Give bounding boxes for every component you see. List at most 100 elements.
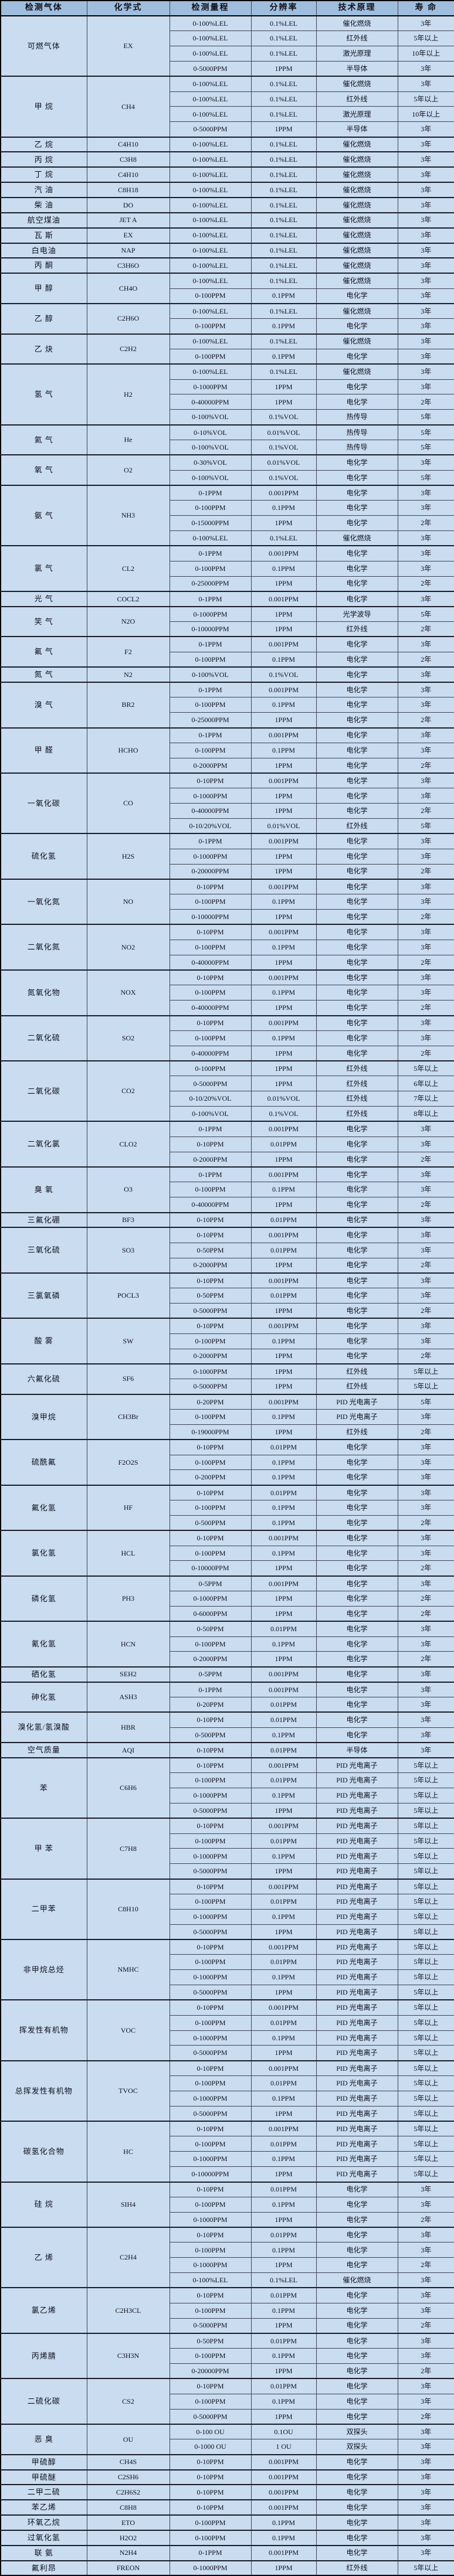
gas-name-cell: 二氧化氮 (0, 924, 87, 971)
gas-name-cell: 可燃气体 (0, 15, 87, 77)
table-row: 0-40000PPM 1PPM 电化学 2年 (1, 394, 454, 410)
principle-cell: 催化燃烧 (316, 302, 398, 319)
resolution-cell: 0.1PPM (250, 288, 317, 304)
lifespan-cell: 5年以上 (397, 1379, 454, 1395)
range-cell: 0-50PPM (169, 1621, 252, 1637)
range-cell: 0-1000PPM (169, 2211, 252, 2228)
range-cell: 0-100PPM (169, 1500, 252, 1516)
range-cell: 0-5000PPM (169, 2408, 252, 2425)
table-row: 碳氢化合物 HC 0-10PPM 0.001PPM PID 光电离子 5年以上 (0, 2121, 454, 2183)
table-row: 0-20000PPM 1PPM 电化学 2年 (1, 863, 454, 880)
resolution-cell: 0.1PPM (250, 1469, 317, 1486)
principle-cell: 电化学 (316, 1454, 398, 1471)
lifespan-cell: 3年 (397, 727, 454, 743)
principle-cell: 电化学 (316, 1257, 398, 1274)
resolution-cell: 0.001PPM (250, 1666, 317, 1683)
table-row: 0-100PPM 0.1PPM 电化学 3年 (1, 894, 454, 910)
principle-cell: 电化学 (316, 636, 398, 652)
formula-cell: C4H10 (86, 166, 170, 183)
formula-cell: C2H3CL (86, 2287, 170, 2334)
lifespan-cell: 3年 (397, 1666, 454, 1683)
resolution-cell: 0.001PPM (250, 833, 317, 849)
range-cell: 0-40000PPM (169, 954, 252, 971)
gas-name-cell: 航空煤油 (0, 212, 87, 229)
resolution-cell: 1PPM (250, 379, 317, 395)
principle-cell: 电化学 (316, 1151, 398, 1168)
principle-cell: 电化学 (316, 2408, 398, 2425)
range-cell: 0-10PPM (169, 1484, 252, 1501)
lifespan-cell: 3年 (397, 969, 454, 986)
resolution-cell: 0.1PPM (250, 560, 317, 577)
table-row: 0-2000PPM 1PPM 电化学 2年 (1, 1651, 454, 1668)
range-cell: 0-100PPM (169, 2196, 252, 2213)
range-cell: 0-10PPM (169, 1878, 252, 1894)
principle-cell: 红外线 (316, 1379, 398, 1395)
principle-cell: 电化学 (316, 2363, 398, 2379)
table-row: 0-1000PPM 0.1PPM PID 光电离子 5年以上 (1, 1788, 454, 1803)
principle-cell: 电化学 (316, 1166, 398, 1183)
range-cell: 0-10PPM (169, 2227, 252, 2243)
principle-cell: PID 光电离子 (316, 1954, 398, 1971)
formula-cell: C8H18 (86, 182, 170, 198)
range-cell: 0-100PPM (169, 2393, 252, 2410)
table-row: 0-40000PPM 1PPM 电化学 2年 (1, 954, 454, 971)
range-cell: 0-10/20%VOL (169, 818, 252, 834)
table-row: 0-100PPM 0.1PPM 电化学 3年 (1, 288, 454, 304)
lifespan-cell: 5年以上 (397, 2030, 454, 2046)
range-cell: 0-100%VOL (169, 666, 252, 683)
table-row: 0-100PPM 0.1PPM 电化学 3年 (1, 1545, 454, 1561)
principle-cell: 电化学 (316, 2181, 398, 2197)
table-row: 0-1000PPM 0.1PPM PID 光电离子 5年以上 (1, 2151, 454, 2167)
principle-cell: 电化学 (316, 1136, 398, 1152)
lifespan-cell: 3年 (397, 1621, 454, 1637)
lifespan-cell: 2年 (397, 712, 454, 728)
range-cell: 0-100PPM (169, 2302, 252, 2319)
lifespan-cell: 2年 (397, 909, 454, 925)
table-row: 0-2000PPM 1PPM 电化学 2年 (1, 1257, 454, 1274)
resolution-cell: 1PPM (250, 1045, 317, 1061)
gas-name-cell: 氢 气 (0, 363, 87, 426)
gas-name-cell: 砷化氢 (0, 1681, 87, 1713)
lifespan-cell: 3年 (397, 348, 454, 365)
lifespan-cell: 3年 (397, 939, 454, 955)
range-cell: 0-10PPM (169, 878, 252, 895)
lifespan-cell: 3年 (397, 15, 454, 32)
resolution-cell: 1PPM (250, 1197, 317, 1213)
resolution-cell: 0.001PPM (250, 1878, 317, 1894)
resolution-cell: 0.1PPM (250, 1454, 317, 1471)
gas-name-cell: 乙 烷 (0, 136, 87, 152)
principle-cell: PID 光电离子 (316, 1863, 398, 1880)
table-row: 0-5000PPM 1PPM PID 光电离子 5年以上 (1, 1863, 454, 1880)
resolution-cell: 0.01%VOL (250, 1091, 317, 1107)
range-cell: 0-1PPM (169, 727, 252, 743)
lifespan-cell: 2年 (397, 2408, 454, 2425)
lifespan-cell: 5年以上 (397, 1908, 454, 1925)
table-row: 0-5000PPM 1PPM PID 光电离子 5年以上 (1, 1924, 454, 1940)
gas-name-cell: 二甲二硫 (0, 2484, 87, 2500)
resolution-cell: 0.1%LEL (250, 196, 317, 213)
principle-cell: 电化学 (316, 878, 398, 895)
principle-cell: 激光原理 (316, 46, 398, 62)
formula-cell: N2 (86, 666, 170, 683)
table-row: 0-10/20%VOL 0.01%VOL 红外线 5年 (1, 818, 454, 834)
principle-cell: PID 光电离子 (316, 1772, 398, 1789)
table-row: 0-2000PPM 1PPM 电化学 2年 (1, 1348, 454, 1364)
lifespan-cell: 5年以上 (397, 2060, 454, 2077)
table-row: 0-100%VOL 0.1%VOL 热传导 5年 (1, 409, 454, 426)
table-row: 0-100PPM 0.1PPM 电化学 3年 (1, 560, 454, 577)
principle-cell: 电化学 (316, 1182, 398, 1198)
principle-cell: 红外线 (316, 30, 398, 47)
lifespan-cell: 3年 (397, 1288, 454, 1304)
resolution-cell: 0.1PPM (250, 939, 317, 955)
range-cell: 0-10PPM (169, 1272, 252, 1289)
lifespan-cell: 5年以上 (397, 2075, 454, 2091)
gas-name-cell: 非甲烷总烃 (0, 1938, 87, 2000)
table-row: 笑 气 N2O 0-1000PPM 1PPM 光学波导 5年 (0, 605, 454, 637)
formula-cell: NMHC (86, 1938, 170, 2000)
gas-name-cell: 乙 醇 (0, 302, 87, 335)
principle-cell: 电化学 (316, 1697, 398, 1713)
formula-cell: C2H6S2 (86, 2484, 170, 2500)
table-row: 0-10000PPM 1PPM 电化学 2年 (1, 1560, 454, 1577)
principle-cell: 电化学 (316, 2211, 398, 2228)
gas-name-cell: 甲 苯 (0, 1818, 87, 1880)
